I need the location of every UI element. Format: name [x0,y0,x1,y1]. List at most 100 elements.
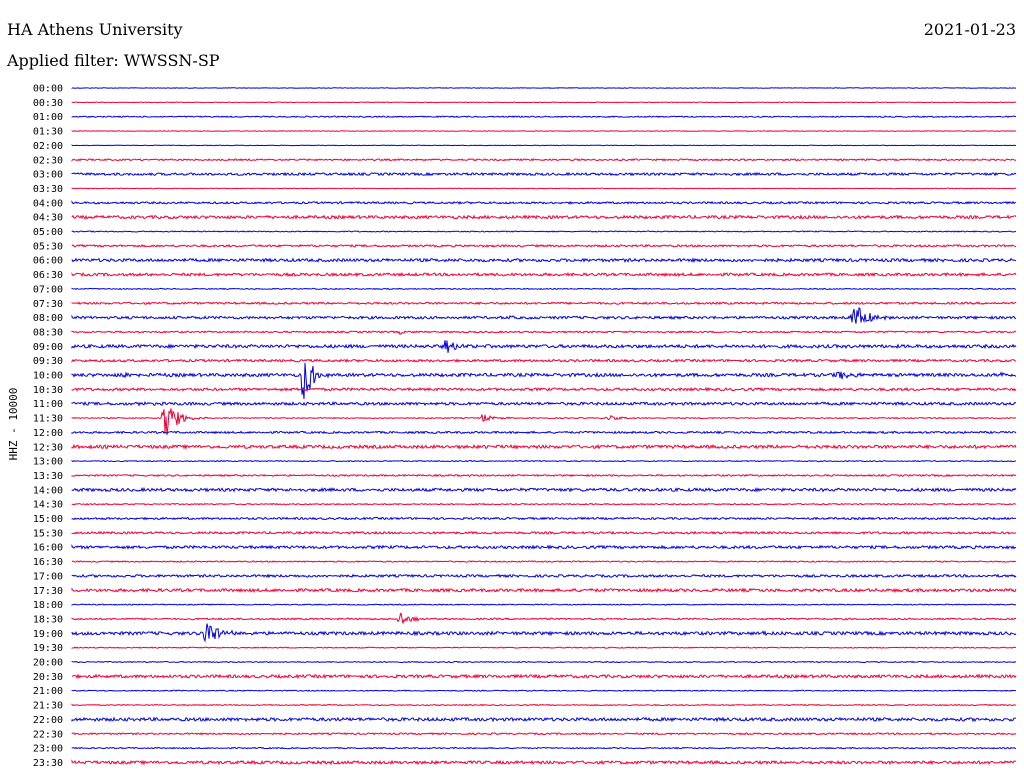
trace-line [71,573,1017,579]
trace-line [71,362,1017,400]
time-tick-label: 19:30 [33,643,63,654]
time-tick-label: 19:00 [33,629,63,640]
trace-line [71,257,1017,264]
trace-line [71,340,1017,353]
filter-label: Applied filter: WWSSN-SP [7,51,220,70]
time-tick-label: 03:30 [33,184,63,195]
trace-line [71,307,1017,324]
time-tick-label: 15:30 [33,528,63,539]
time-tick-label: 20:30 [33,672,63,683]
trace-line [71,544,1017,551]
trace-line [71,603,1017,606]
trace-line [71,502,1017,506]
time-tick-label: 08:30 [33,327,63,338]
trace-line [71,430,1017,435]
time-tick-label: 18:00 [33,600,63,611]
time-tick-label: 21:30 [33,701,63,712]
time-tick-label: 06:00 [33,256,63,267]
trace-line [71,746,1017,750]
time-tick-label: 16:00 [33,543,63,554]
trace-line [71,214,1017,220]
time-tick-label: 00:30 [33,98,63,109]
time-tick-label: 09:30 [33,356,63,367]
time-tick-label: 08:00 [33,313,63,324]
plot-date: 2021-01-23 [923,20,1016,39]
trace-line [71,673,1017,680]
trace-line [71,587,1017,594]
trace-line [71,486,1017,493]
trace-line [71,716,1017,723]
trace-line [71,530,1017,536]
time-tick-label: 10:30 [33,385,63,396]
trace-line [71,516,1017,521]
time-tick-label: 00:00 [33,84,63,95]
time-tick-label: 23:30 [33,758,63,769]
time-tick-label: 17:30 [33,586,63,597]
trace-line [71,386,1017,393]
time-tick-label: 10:00 [33,371,63,382]
time-tick-label: 01:00 [33,112,63,123]
trace-line [71,560,1017,563]
time-tick-label: 09:00 [33,342,63,353]
time-tick-label: 11:00 [33,399,63,410]
trace-line [71,171,1017,177]
trace-line [71,87,1017,89]
trace-line [71,473,1017,478]
time-tick-label: 04:00 [33,198,63,209]
trace-line [71,623,1017,643]
time-tick-label: 16:30 [33,557,63,568]
time-tick-label: 01:30 [33,127,63,138]
trace-line [71,703,1017,707]
time-tick-label: 06:30 [33,270,63,281]
trace-line [71,301,1017,306]
time-tick-label: 15:00 [33,514,63,525]
y-axis-label: HHZ - 10000 [7,388,20,461]
trace-line [71,646,1017,649]
trace-line [71,759,1017,766]
trace-group [71,87,1017,766]
trace-line [71,243,1017,248]
time-tick-label: 21:00 [33,686,63,697]
time-tick-label: 02:00 [33,141,63,152]
time-tick-label: 13:00 [33,457,63,468]
time-tick-label: 12:30 [33,442,63,453]
time-tick-label: 14:00 [33,485,63,496]
trace-line [71,230,1017,233]
time-tick-label: 22:00 [33,715,63,726]
trace-line [71,443,1017,450]
time-tick-label: 07:00 [33,284,63,295]
trace-line [71,187,1017,190]
trace-line [71,101,1017,104]
trace-line [71,358,1017,364]
time-tick-label: 05:00 [33,227,63,238]
trace-line [71,330,1017,336]
time-tick-label: 04:30 [33,213,63,224]
time-tick-label: 03:00 [33,170,63,181]
time-tick-label: 20:00 [33,658,63,669]
trace-line [71,459,1017,463]
trace-line [71,408,1017,436]
trace-line [71,400,1017,407]
time-label-group: 00:00 00:30 01:00 01:30 02:00 02:30 03:00 03:30… [33,84,63,769]
time-tick-label: 11:30 [33,414,63,425]
trace-line [71,287,1017,291]
time-tick-label: 12:00 [33,428,63,439]
time-tick-label: 07:30 [33,299,63,310]
time-tick-label: 13:30 [33,471,63,482]
time-tick-label: 17:00 [33,571,63,582]
time-tick-label: 02:30 [33,155,63,166]
time-tick-label: 18:30 [33,614,63,625]
trace-line [71,271,1017,278]
trace-line [71,200,1017,205]
trace-line [71,158,1017,162]
station-title: HA Athens University [7,20,183,39]
time-tick-label: 05:30 [33,241,63,252]
time-tick-label: 14:30 [33,500,63,511]
trace-line [71,612,1017,624]
trace-line [71,115,1017,119]
time-tick-label: 22:30 [33,729,63,740]
trace-line [71,732,1017,736]
trace-line [71,130,1017,132]
trace-line [71,689,1017,692]
